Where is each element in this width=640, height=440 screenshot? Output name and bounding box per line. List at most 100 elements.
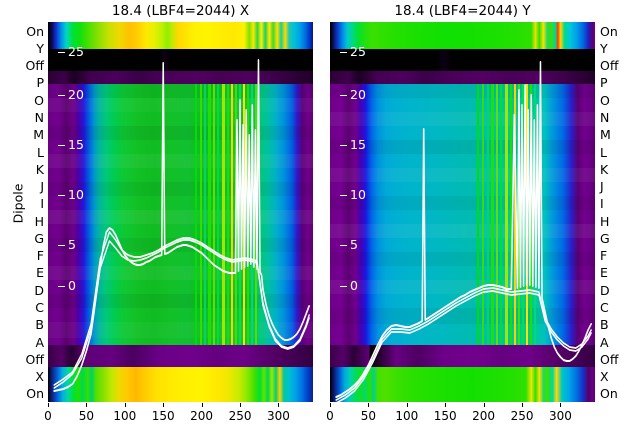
trace-x-1 — [53, 59, 310, 392]
spike-column — [208, 84, 211, 345]
x-tick-mark — [201, 403, 203, 407]
category-label-off: Off — [25, 351, 44, 367]
spike-column — [491, 84, 494, 345]
category-label-x: X — [35, 369, 44, 385]
x-tick-label-50: 50 — [78, 409, 95, 423]
y-tick-20-y: 20 — [340, 88, 366, 102]
heatmap-panel-x[interactable]: 25 20 15 10 5 0 — [48, 22, 313, 402]
spike-column — [231, 84, 233, 345]
x-tick-mark — [406, 403, 408, 407]
x-tick-mark — [48, 403, 49, 407]
trace-y-3 — [336, 290, 592, 402]
category-label-p: P — [600, 75, 608, 91]
category-label-a: A — [600, 334, 609, 350]
x-tick-mark — [445, 403, 447, 407]
x-tick-label-300: 300 — [548, 409, 572, 423]
x-tick-label-50: 50 — [360, 409, 377, 423]
y-tick-0-y: 0 — [340, 279, 358, 293]
y-tick-25-y: 25 — [340, 45, 366, 59]
category-label-k: K — [35, 161, 44, 177]
spike-column — [195, 84, 197, 345]
category-label-e: E — [600, 265, 608, 281]
category-label-l: L — [600, 144, 607, 160]
spike-column — [500, 84, 502, 345]
band-purple-top-x — [48, 71, 313, 84]
category-label-o: O — [34, 92, 44, 108]
spike-column — [477, 84, 479, 345]
heatmap-image-x: 25 20 15 10 5 0 — [48, 22, 313, 402]
x-tick-mark — [368, 403, 370, 407]
category-label-b: B — [600, 317, 609, 333]
heatmap-image-y: 25 20 15 10 5 0 — [330, 22, 595, 402]
category-label-l: L — [37, 144, 44, 160]
spike-column — [510, 84, 512, 345]
heatmap-panel-y[interactable]: 25 20 15 10 5 0 — [330, 22, 595, 402]
category-label-j: J — [600, 179, 604, 195]
category-label-j: J — [40, 179, 44, 195]
x-tick-mark — [86, 403, 88, 407]
category-label-n: N — [34, 110, 44, 125]
panel-title-left: 18.4 (LBF4=2044) X — [111, 3, 250, 19]
band-purple-top-y — [330, 71, 595, 84]
category-label-g: G — [34, 230, 44, 246]
x-tick-mark — [124, 403, 126, 407]
y-tick-10-x: 10 — [58, 188, 84, 202]
band-purple-bottom-y — [330, 345, 595, 367]
heatmap-row — [330, 308, 595, 324]
trace-x-3 — [53, 239, 310, 389]
category-label-g: G — [600, 230, 610, 246]
spike-column — [200, 84, 202, 345]
category-label-c: C — [35, 300, 44, 315]
heatmap-base-y — [330, 84, 595, 345]
category-label-k: K — [600, 161, 609, 177]
x-tick-label-300: 300 — [266, 409, 290, 423]
heatmap-base-x — [48, 84, 313, 345]
band-purple-bottom-x — [48, 345, 313, 367]
x-tick-mark — [560, 403, 562, 407]
x-tick-label-150: 150 — [433, 409, 457, 423]
trace-y-1 — [335, 61, 592, 398]
trace-y-2 — [335, 287, 592, 401]
category-label-o: O — [600, 92, 610, 108]
y-tick-25-x: 25 — [58, 45, 84, 59]
x-tick-mark — [278, 403, 280, 407]
category-label-n: N — [600, 110, 610, 125]
overlay-traces-x — [53, 59, 310, 392]
x-tick-label-200: 200 — [190, 409, 214, 423]
spike-column — [222, 84, 225, 345]
category-label-f: F — [600, 248, 608, 264]
panel-title-right: 18.4 (LBF4=2044) Y — [394, 3, 531, 19]
band-bottom-strip-y — [330, 367, 595, 402]
category-label-y: Y — [36, 40, 44, 56]
trace-group-x — [53, 59, 310, 392]
category-label-i: I — [40, 196, 44, 212]
x-tick-mark — [163, 403, 165, 407]
category-label-on: On — [26, 386, 44, 402]
category-label-f: F — [36, 248, 44, 264]
heatmap-row — [48, 84, 313, 98]
y-tick-20-x: 20 — [58, 88, 84, 102]
y-tick-5-y: 5 — [340, 238, 358, 252]
x-tick-label-250: 250 — [510, 409, 534, 423]
category-label-off: Off — [600, 58, 619, 74]
spike-column — [227, 84, 229, 345]
x-tick-mark — [330, 403, 331, 407]
x-tick-mark — [483, 403, 485, 407]
spike-column — [213, 84, 215, 345]
category-label-h: H — [34, 213, 44, 229]
x-tick-label-200: 200 — [472, 409, 496, 423]
x-tick-label-0: 0 — [326, 409, 334, 423]
category-label-d: D — [600, 282, 610, 298]
band-black-y — [330, 49, 595, 71]
heatmap-row — [330, 84, 595, 98]
category-label-d: D — [34, 282, 44, 298]
category-label-y: Y — [600, 40, 608, 56]
category-label-x: X — [600, 369, 609, 385]
y-tick-15-x: 15 — [58, 138, 84, 152]
heatmap-row — [48, 266, 313, 280]
spike-column — [496, 84, 498, 345]
band-bottom-strip-x — [48, 367, 313, 402]
band-top-strip-x — [48, 22, 313, 49]
spike-column — [487, 84, 489, 345]
x-tick-label-100: 100 — [395, 409, 419, 423]
